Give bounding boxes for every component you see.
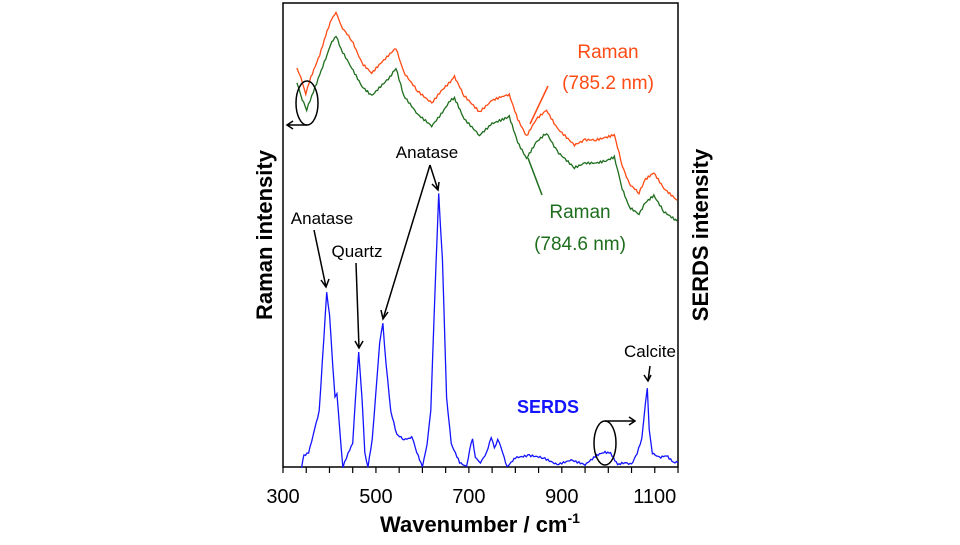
annotation-anatase-2: Anatase	[396, 143, 458, 162]
series-line-raman-785-2-nm	[296, 11, 678, 201]
x-tick-label: 500	[359, 486, 392, 508]
x-tick-label: 300	[266, 486, 299, 508]
plot-frame	[282, 2, 679, 468]
x-tick-label: 900	[545, 486, 578, 508]
ellipse-serds-marker	[593, 420, 617, 466]
arrow-anatase-2b	[429, 164, 440, 192]
arrow-right-axis	[605, 416, 637, 426]
arrow-quartz	[354, 262, 364, 350]
leader-raman-784-6	[527, 157, 543, 196]
legend-raman-784-6-line2: (784.6 nm)	[534, 234, 626, 255]
series-group	[296, 11, 679, 468]
legend-raman-784-6-line1: Raman	[549, 202, 610, 223]
x-tick-label: 700	[452, 486, 485, 508]
legend-raman-785-2-line1: Raman	[577, 42, 638, 63]
arrow-anatase-2a	[380, 164, 431, 321]
right-y-axis-label: SERDS intensity	[688, 148, 713, 321]
legend-serds: SERDS	[517, 397, 579, 417]
arrow-anatase-1	[313, 229, 330, 289]
annotation-calcite: Calcite	[624, 342, 676, 361]
annotation-quartz: Quartz	[331, 242, 382, 261]
x-axis-label-superscript: -1	[568, 510, 581, 526]
arrow-calcite	[643, 365, 652, 383]
leader-raman-785-2	[529, 85, 549, 125]
series-line-serds	[300, 193, 679, 468]
annotation-arrows	[285, 80, 652, 466]
x-tick-label: 1100	[633, 486, 676, 508]
x-axis-label: Wavenumber / cm-1	[380, 510, 580, 537]
legend-raman-785-2-line2: (785.2 nm)	[562, 73, 654, 94]
annotation-anatase-1: Anatase	[291, 209, 353, 228]
series-line-raman-784-6-nm	[296, 35, 678, 222]
x-axis-ticks: 300 500 700 900 1100	[266, 467, 679, 508]
left-y-axis-label: Raman intensity	[252, 149, 277, 320]
arrow-left-axis	[285, 120, 307, 130]
